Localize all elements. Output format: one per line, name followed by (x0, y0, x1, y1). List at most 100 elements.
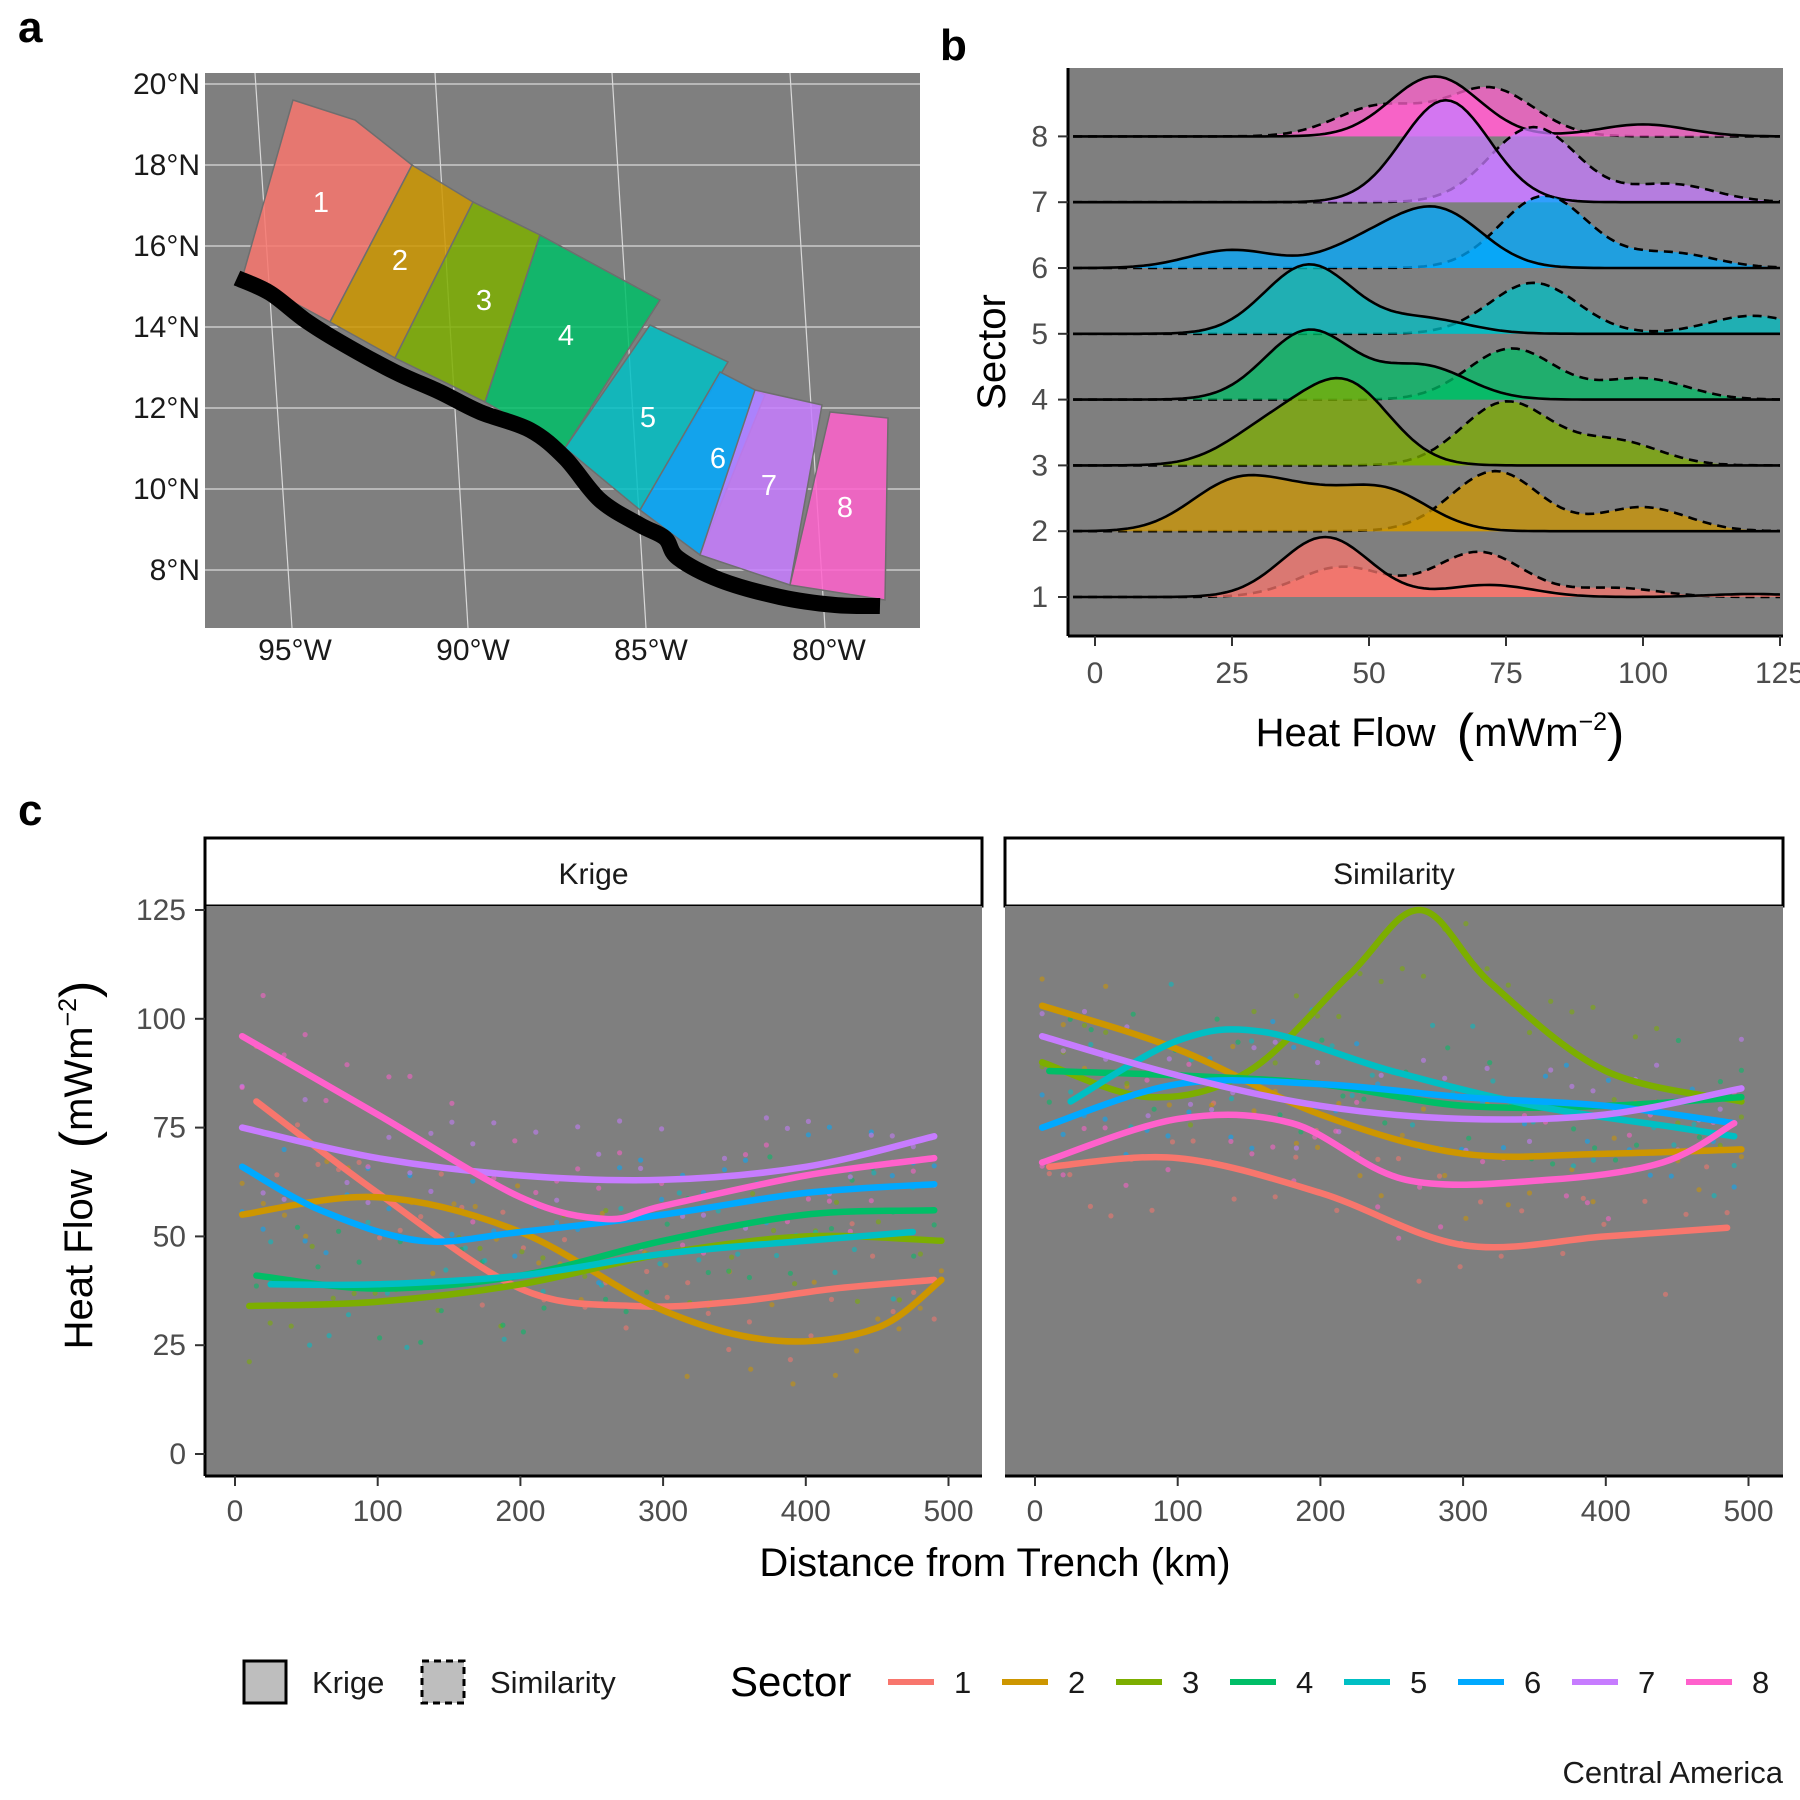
ridge-similarity-line-4 (1073, 347, 1780, 401)
data-point-sector-3 (833, 1199, 840, 1205)
data-point-sector-1 (500, 1209, 506, 1215)
distance-y-tick-label: 100 (136, 1003, 186, 1036)
trend-line-sector-2 (238, 1193, 945, 1345)
map-sector-1 (242, 99, 413, 324)
ridge-similarity-line-3 (1073, 399, 1780, 467)
data-point-sector-8 (1186, 1061, 1192, 1067)
trend-line-sector-3 (1038, 906, 1745, 1105)
data-point-sector-1 (274, 1172, 280, 1178)
map-lat-label: 12°N (133, 392, 200, 425)
data-point-sector-7 (1251, 1045, 1257, 1051)
data-point-sector-5 (676, 1190, 682, 1196)
data-point-sector-5 (1168, 981, 1174, 987)
data-point-sector-6 (449, 1231, 455, 1237)
distance-y-tick-label: 75 (153, 1112, 186, 1145)
data-point-sector-3 (1717, 1142, 1723, 1148)
data-point-sector-2 (748, 1366, 754, 1372)
data-point-sector-7 (302, 1097, 308, 1103)
data-point-sector-6 (260, 1226, 266, 1232)
data-point-sector-7 (470, 1141, 476, 1147)
data-point-sector-6 (512, 1253, 518, 1259)
data-point-sector-7 (1060, 1048, 1066, 1054)
ridge-krige-line-2 (1073, 473, 1780, 533)
data-point-sector-6 (638, 1157, 644, 1163)
map-sector-label: 3 (476, 285, 492, 317)
data-point-sector-8 (910, 1168, 916, 1174)
data-point-sector-3 (330, 1295, 336, 1301)
data-point-sector-8 (1102, 1125, 1108, 1131)
data-point-sector-4 (1550, 1161, 1556, 1167)
map-lon-label: 95°W (258, 634, 332, 667)
data-point-sector-5 (1088, 1041, 1094, 1048)
data-point-sector-3 (267, 1320, 273, 1326)
data-point-sector-4 (336, 1228, 342, 1234)
caption: Central America (1562, 1755, 1783, 1790)
ridge-krige-line-5 (1073, 262, 1780, 336)
data-point-sector-3 (519, 1249, 525, 1255)
map-sector-label: 8 (837, 492, 853, 524)
data-point-sector-1 (890, 1308, 896, 1315)
data-point-sector-7 (365, 1199, 371, 1206)
data-point-sector-7 (1039, 1011, 1045, 1017)
data-point-sector-4 (1298, 1129, 1304, 1135)
data-point-sector-5 (871, 1170, 877, 1176)
data-point-sector-5 (851, 1246, 858, 1253)
data-point-sector-4 (294, 1224, 301, 1230)
data-point-sector-1 (1683, 1211, 1689, 1217)
ridgeline-chart: 1 2 3 4 5 6 7 8 0 25 50 75 100 125 Sector Heat Flow … (970, 68, 1800, 762)
facet-strip-label: Similarity (1333, 858, 1455, 891)
data-point-sector-5 (1490, 1078, 1496, 1084)
ridge-y-tick-label: 5 (1031, 318, 1048, 351)
facet-x-tick-label: 500 (923, 1495, 973, 1528)
ridge-x-tick-label: 50 (1352, 657, 1385, 690)
data-point-sector-5 (890, 1296, 897, 1302)
data-point-sector-1 (808, 1333, 814, 1339)
map-sector-label: 2 (392, 245, 408, 277)
data-point-sector-2 (854, 1348, 860, 1354)
legend-sector-label: 5 (1410, 1665, 1427, 1700)
data-point-sector-6 (470, 1178, 476, 1184)
data-point-sector-5 (365, 1219, 371, 1225)
data-point-sector-8 (1228, 1138, 1234, 1144)
data-point-sector-1 (1293, 1154, 1299, 1160)
data-point-sector-4 (1214, 1016, 1220, 1022)
data-point-sector-4 (253, 1283, 259, 1289)
data-point-sector-3 (771, 1227, 777, 1234)
distance-y-title-text: Heat Flow (57, 1169, 101, 1349)
data-point-sector-6 (1647, 1172, 1653, 1178)
data-point-sector-2 (472, 1203, 478, 1210)
data-point-sector-2 (536, 1260, 542, 1266)
data-point-sector-5 (501, 1336, 507, 1342)
data-point-sector-3 (896, 1297, 903, 1303)
distance-y-title-paren-close: ) (50, 981, 108, 998)
data-point-sector-7 (428, 1130, 434, 1136)
trend-line-sector-1 (1046, 1153, 1731, 1251)
data-point-sector-2 (896, 1326, 902, 1332)
data-point-sector-1 (1149, 1207, 1155, 1213)
data-point-sector-8 (1165, 1167, 1171, 1173)
data-point-sector-1 (1169, 1139, 1176, 1145)
data-point-sector-8 (386, 1074, 392, 1080)
data-point-sector-4 (1151, 1106, 1157, 1112)
data-point-sector-1 (1416, 1278, 1422, 1284)
data-point-sector-5 (1590, 1157, 1597, 1163)
data-point-sector-8 (1563, 1193, 1569, 1199)
data-point-sector-5 (1329, 1043, 1335, 1049)
data-point-sector-6 (323, 1250, 329, 1256)
data-point-sector-3 (351, 1290, 357, 1297)
facet-x-tick-label: 0 (227, 1495, 244, 1528)
data-point-sector-8 (470, 1219, 476, 1225)
data-point-sector-2 (1378, 1193, 1384, 1199)
facet-x-tick-label: 300 (638, 1495, 688, 1528)
data-point-sector-6 (617, 1165, 623, 1171)
data-point-sector-3 (1081, 1022, 1088, 1028)
data-point-sector-1 (1498, 1253, 1504, 1259)
map-lat-label: 10°N (133, 473, 200, 506)
data-point-sector-3 (750, 1191, 756, 1197)
data-point-sector-6 (1500, 1145, 1507, 1151)
ridge-fill-sector-7 (1073, 127, 1780, 203)
data-point-sector-2 (917, 1305, 923, 1311)
data-point-sector-5 (832, 1269, 838, 1275)
data-point-sector-8 (533, 1189, 539, 1196)
data-point-sector-8 (1375, 1204, 1381, 1210)
